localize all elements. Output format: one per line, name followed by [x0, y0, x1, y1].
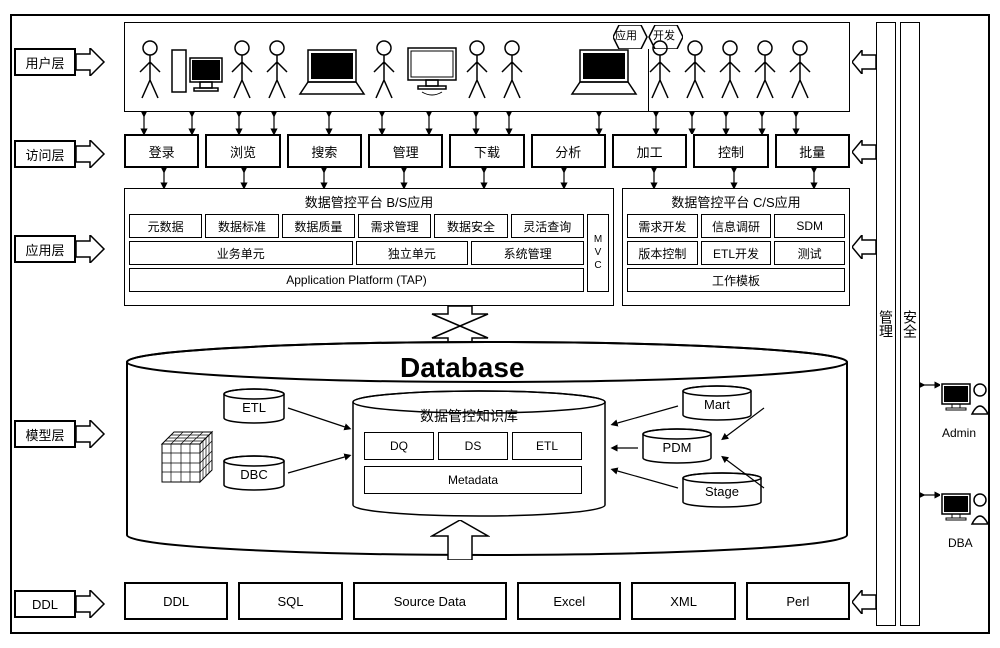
bidir-h-arrow: [920, 378, 940, 392]
security-column: 安全: [900, 22, 920, 626]
access-item: 登录: [124, 134, 199, 168]
arrow-right-icon: [76, 235, 106, 263]
arrow-right-icon: [76, 590, 106, 618]
arrow-left-icon: [852, 590, 876, 614]
cs-item: 版本控制: [627, 241, 698, 265]
bs-title: 数据管控平台 B/S应用: [125, 189, 613, 214]
bottom-item: Excel: [517, 582, 621, 620]
mgmt-column: 管理: [876, 22, 896, 626]
access-item: 搜索: [287, 134, 362, 168]
arrow-left-icon: [852, 140, 876, 164]
cs-title: 数据管控平台 C/S应用: [623, 189, 849, 214]
arrow-left-icon: [852, 50, 876, 74]
bs-panel: 数据管控平台 B/S应用 元数据 数据标准 数据质量 需求管理 数据安全 灵活查…: [124, 188, 614, 306]
db-title: Database: [400, 352, 525, 384]
bottom-item: SQL: [238, 582, 342, 620]
cs-panel: 数据管控平台 C/S应用 需求开发 信息调研 SDM 版本控制 ETL开发 测试…: [622, 188, 850, 306]
arrow-left-icon: [852, 235, 876, 259]
bs-item: 系统管理: [471, 241, 584, 265]
arrow-right-icon: [76, 48, 106, 76]
bs-item: 数据标准: [205, 214, 278, 238]
layer-ddl: DDL: [14, 590, 76, 618]
access-item: 加工: [612, 134, 687, 168]
layer-model: 模型层: [14, 420, 76, 448]
bidir-arrows: [124, 112, 850, 134]
cs-item: 需求开发: [627, 214, 698, 238]
layer-app: 应用层: [14, 235, 76, 263]
bs-tap: Application Platform (TAP): [129, 268, 584, 292]
bs-item: 数据质量: [282, 214, 355, 238]
access-item: 批量: [775, 134, 850, 168]
arrow-right-icon: [76, 420, 106, 448]
layer-user: 用户层: [14, 48, 76, 76]
bottom-item: DDL: [124, 582, 228, 620]
bottom-item: Source Data: [353, 582, 507, 620]
bidir-h-arrow: [920, 488, 940, 502]
mvc-box: MVC: [587, 214, 609, 292]
access-item: 控制: [693, 134, 768, 168]
dba-label: DBA: [948, 536, 973, 550]
bidir-arrows-2: [124, 168, 850, 188]
bottom-item: Perl: [746, 582, 850, 620]
access-item: 管理: [368, 134, 443, 168]
cs-item: 信息调研: [701, 214, 772, 238]
user-icons-row: [132, 30, 832, 110]
bs-item: 业务单元: [129, 241, 353, 265]
bottom-item: XML: [631, 582, 735, 620]
big-up-arrow-icon: [430, 520, 490, 560]
dba-icon: [940, 490, 990, 540]
db-inner-arrows: [124, 388, 850, 528]
bs-item: 灵活查询: [511, 214, 584, 238]
cs-template: 工作模板: [627, 268, 845, 292]
access-item: 浏览: [205, 134, 280, 168]
arrow-right-icon: [76, 140, 106, 168]
cs-item: ETL开发: [701, 241, 772, 265]
bs-item: 需求管理: [358, 214, 431, 238]
bs-item: 元数据: [129, 214, 202, 238]
access-item: 下载: [449, 134, 524, 168]
bottom-row: DDL SQL Source Data Excel XML Perl: [124, 582, 850, 620]
cs-item: 测试: [774, 241, 845, 265]
bs-item: 数据安全: [434, 214, 507, 238]
admin-icon: [940, 380, 990, 430]
cs-item: SDM: [774, 214, 845, 238]
access-item: 分析: [531, 134, 606, 168]
access-row: 登录 浏览 搜索 管理 下载 分析 加工 控制 批量: [124, 134, 850, 168]
layer-access: 访问层: [14, 140, 76, 168]
bs-item: 独立单元: [356, 241, 469, 265]
admin-label: Admin: [942, 426, 976, 440]
